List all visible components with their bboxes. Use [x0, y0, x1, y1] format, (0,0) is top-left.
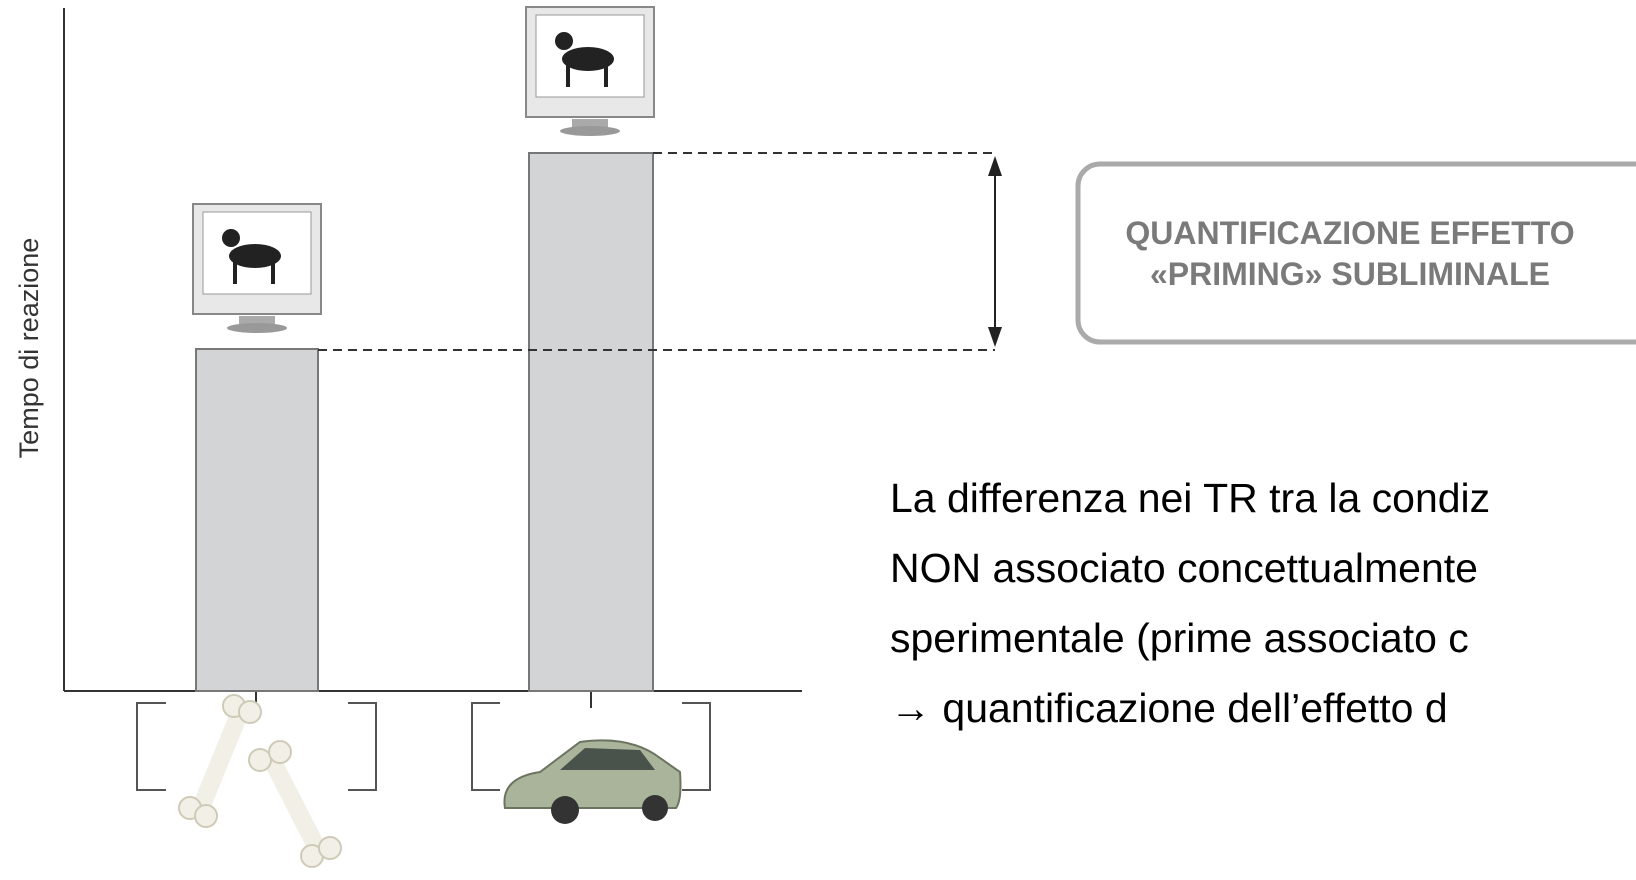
- axis-label: Tempo di reazione: [14, 238, 44, 459]
- body-text: sperimentale (prime associato c: [890, 615, 1469, 661]
- bar: [528, 152, 654, 692]
- bracket: [136, 702, 377, 791]
- callout-box: [1075, 161, 1636, 345]
- bracket: [471, 702, 711, 791]
- body-text: NON associato concettualmente: [890, 545, 1478, 591]
- arrow-head: [988, 327, 1002, 347]
- body-text: La differenza nei TR tra la condiz: [890, 475, 1491, 521]
- callout-text: QUANTIFICAZIONE EFFETTO: [1125, 215, 1574, 251]
- monitor: [192, 203, 322, 333]
- bones: [178, 694, 342, 868]
- monitor: [525, 6, 655, 136]
- car: [503, 739, 682, 824]
- arrow-head: [988, 156, 1002, 176]
- body-text: → quantificazione dell’effetto d: [890, 685, 1448, 731]
- bar: [195, 348, 319, 692]
- callout-text: «PRIMING» SUBLIMINALE: [1150, 256, 1550, 292]
